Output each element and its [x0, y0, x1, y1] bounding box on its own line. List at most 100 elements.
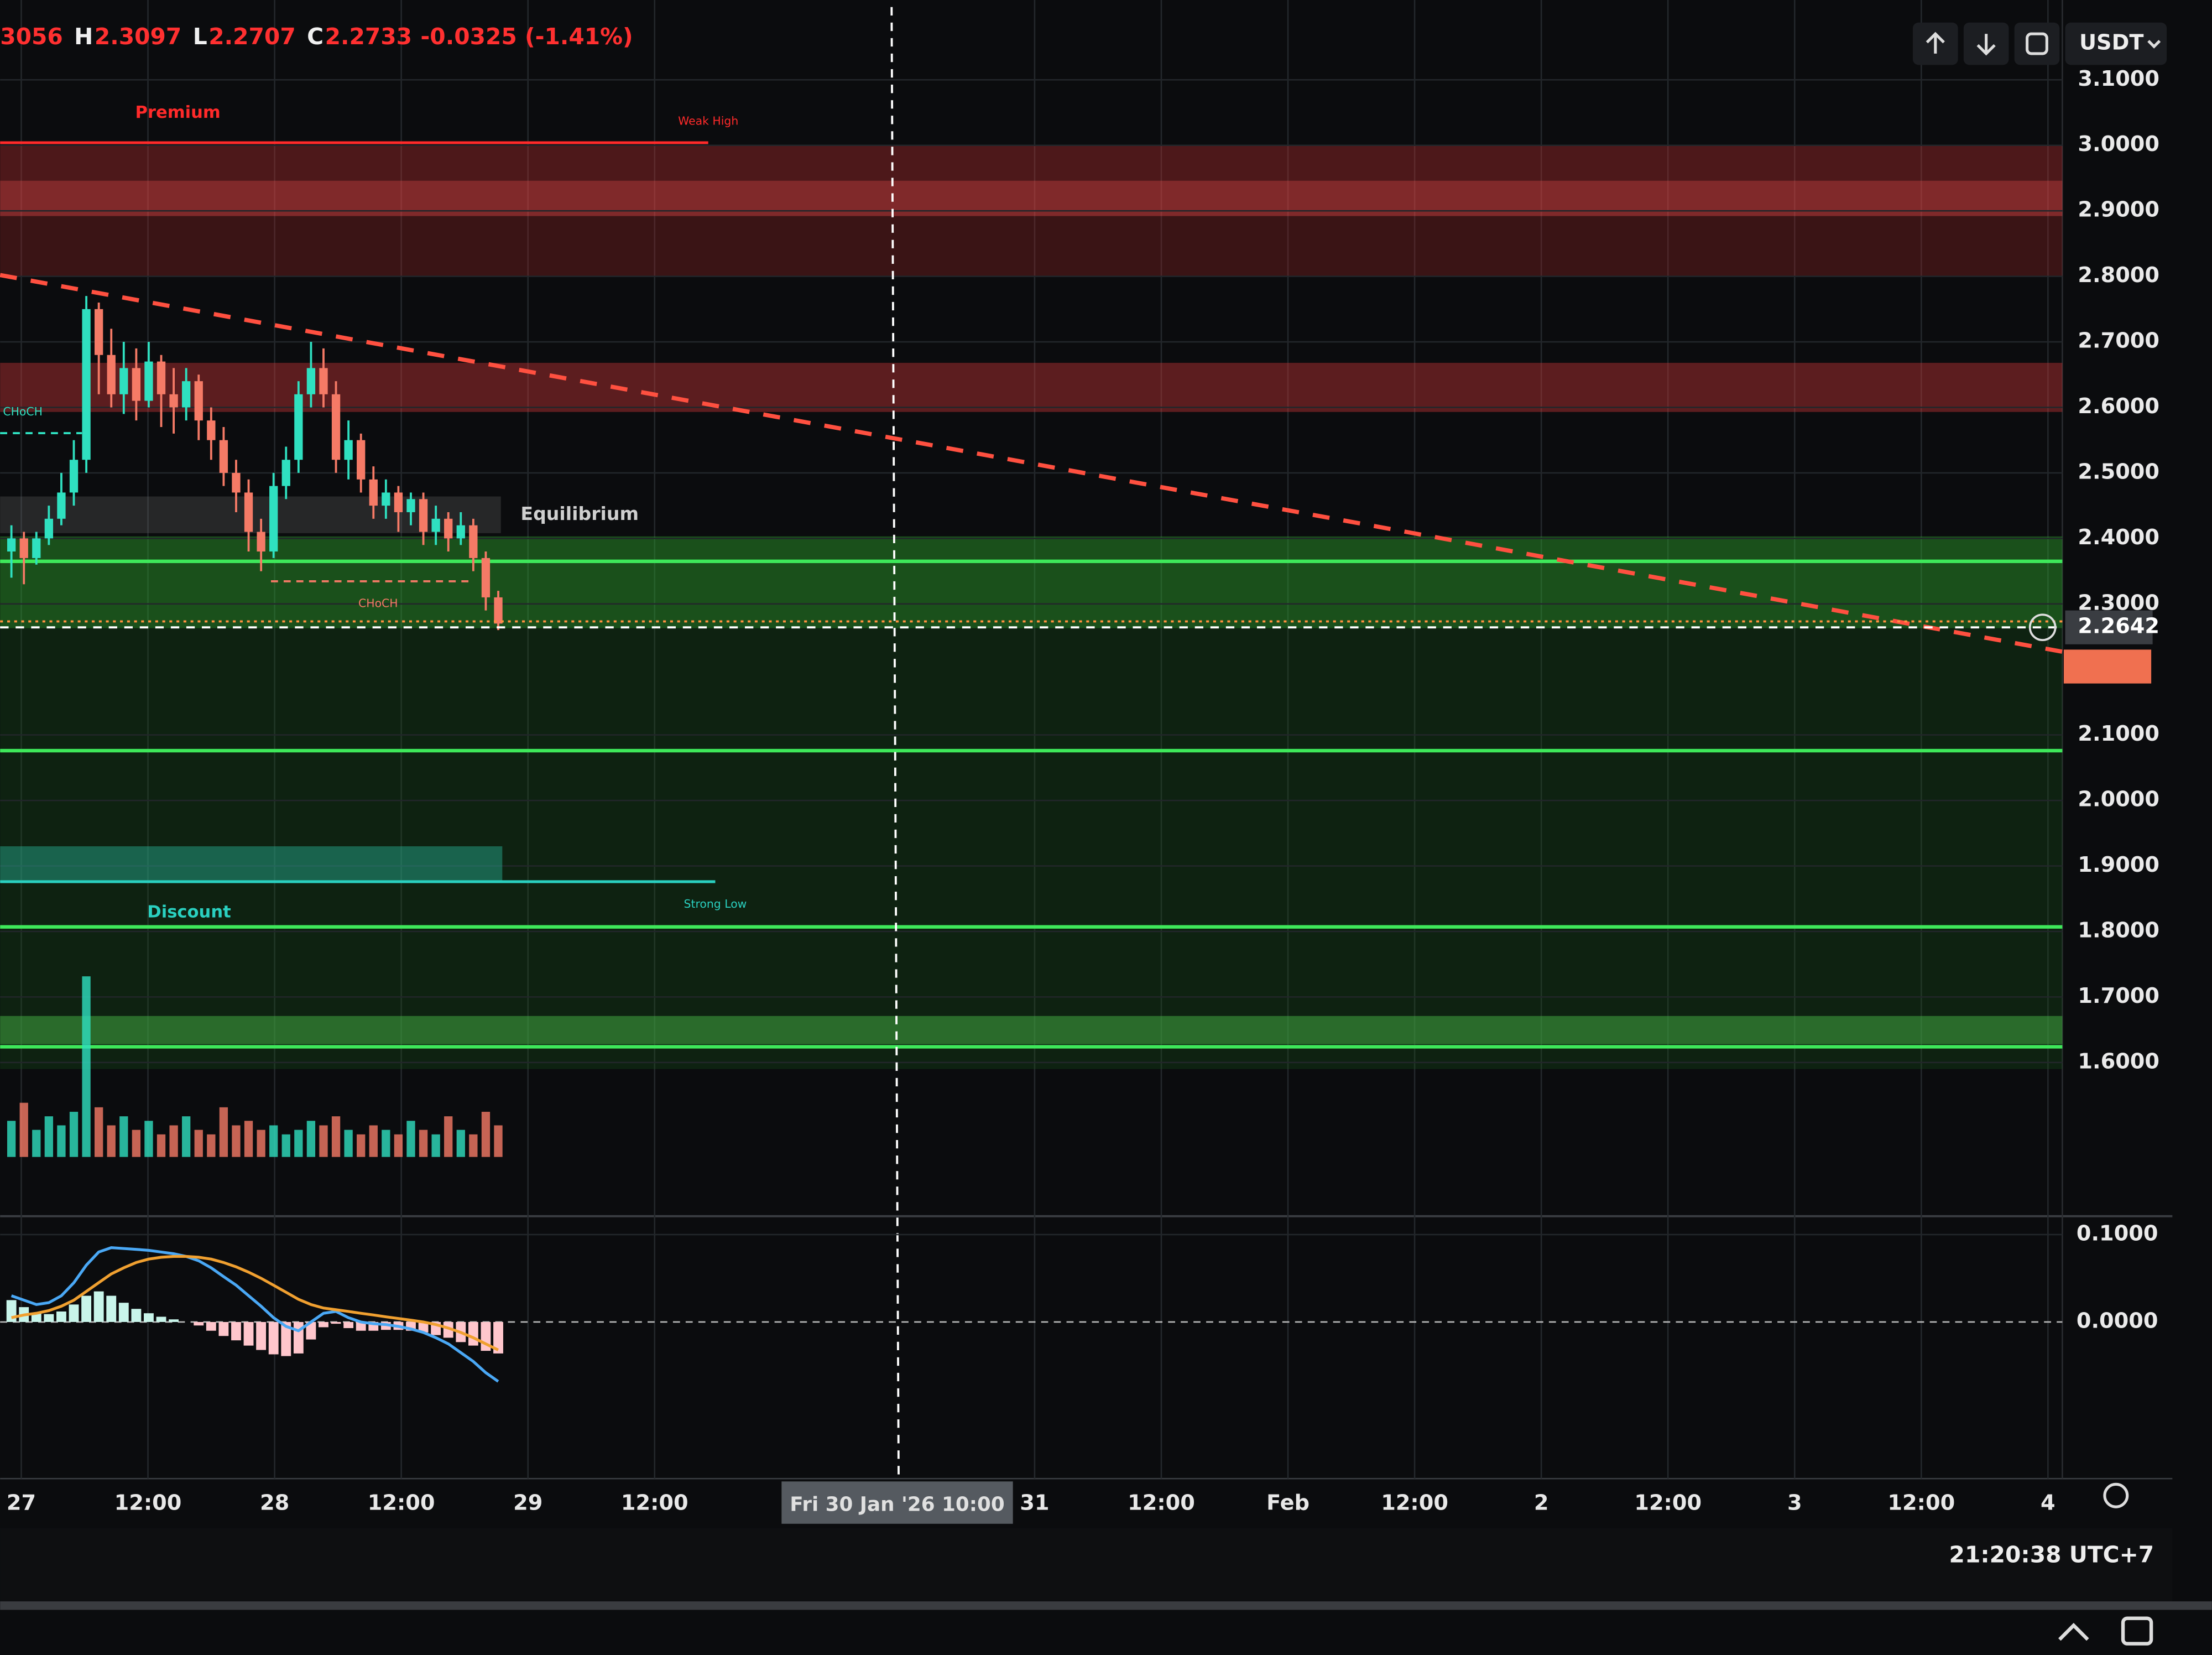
- x-tick-label: 2: [1534, 1491, 1549, 1516]
- crosshair-time: Fri 30 Jan '26 10:00: [790, 1493, 1004, 1516]
- volume-bar: [257, 1130, 265, 1157]
- volume-bar: [281, 1134, 290, 1157]
- currency: USDT: [2079, 30, 2143, 55]
- x-tick-label: 31: [1020, 1491, 1049, 1516]
- volume-bar: [319, 1125, 328, 1157]
- x-tick-label: 12:00: [1128, 1491, 1195, 1516]
- candle-body: [281, 460, 290, 486]
- volume-bar: [382, 1130, 390, 1157]
- candle-body: [306, 368, 316, 394]
- zone: [0, 145, 2063, 181]
- fullscreen-icon[interactable]: [2121, 1616, 2153, 1646]
- chart-layer: 27 12:00 28 12:00 29 12:00 31 12:00 Feb 12:00 2 12:…: [0, 0, 2159, 1524]
- macd-histogram-bar: [93, 1291, 104, 1322]
- volume-bar: [419, 1130, 428, 1157]
- candle-body: [69, 460, 79, 493]
- zone: [0, 216, 2063, 277]
- header-item: 2.2733: [325, 23, 412, 50]
- volume-bar: [269, 1125, 278, 1157]
- volume-bar: [306, 1121, 316, 1157]
- y2-tick-label: 0.0000: [2077, 1308, 2158, 1333]
- y-tick-label: 1.7000: [2078, 983, 2159, 1008]
- macd-histogram-bar: [156, 1316, 166, 1322]
- header-item: 3056: [0, 23, 63, 50]
- volume-bar: [369, 1125, 378, 1157]
- strong-low-label: Strong Low: [684, 897, 747, 910]
- volume-bar: [7, 1121, 16, 1157]
- zone: [0, 536, 2063, 628]
- volume-bar: [119, 1116, 128, 1157]
- y-tick-label: 3.0000: [2078, 132, 2159, 157]
- header-item: 2.2707: [208, 23, 295, 50]
- candle-body: [257, 532, 265, 552]
- trendline: [0, 273, 2063, 654]
- candle-body: [156, 361, 166, 394]
- macd-histogram-bar: [268, 1321, 279, 1355]
- volume-bar: [344, 1130, 353, 1157]
- y-tick-label: 2.5000: [2078, 459, 2159, 484]
- candle-body: [169, 394, 178, 408]
- volume-bar: [357, 1134, 366, 1157]
- down-icon: [1976, 34, 1996, 56]
- macd-line: [11, 1246, 499, 1383]
- macd-histogram-bar: [343, 1321, 354, 1329]
- volume-bar: [194, 1130, 203, 1157]
- macd-histogram-bar: [144, 1313, 154, 1322]
- header-item: C: [307, 23, 324, 50]
- volume-bar: [144, 1121, 153, 1157]
- x-tick-label: 12:00: [368, 1491, 435, 1516]
- candle-body: [95, 309, 103, 355]
- candle-body: [119, 368, 128, 394]
- volume-bar: [207, 1134, 216, 1157]
- volume-bar: [232, 1125, 241, 1157]
- x-tick-label: 29: [513, 1491, 542, 1516]
- currency-button[interactable]: [2065, 22, 2167, 65]
- zone: [0, 362, 2063, 412]
- collapse-icon[interactable]: [2058, 1622, 2089, 1641]
- y2-tick-label: 0.1000: [2077, 1221, 2158, 1246]
- chevron: [2147, 40, 2161, 49]
- x-tick-label: 3: [1787, 1491, 1802, 1516]
- macd-histogram-bar: [231, 1321, 241, 1341]
- header-item: 2.3097: [95, 23, 181, 50]
- volume-bar: [444, 1116, 453, 1157]
- zone: [0, 1016, 2063, 1044]
- x-tick-label: 12:00: [1887, 1491, 1955, 1516]
- x-tick-label: 4: [2041, 1491, 2056, 1516]
- volume-bar: [132, 1130, 141, 1157]
- candle-body: [431, 518, 440, 532]
- signal-line: [11, 1255, 499, 1351]
- volume-bar: [169, 1125, 178, 1157]
- volume-bar: [469, 1134, 478, 1157]
- x-tick-label: 27: [7, 1491, 36, 1516]
- macd-histogram-bar: [81, 1295, 92, 1322]
- equilibrium-label: Equilibrium: [520, 503, 639, 524]
- macd-histogram-bar: [194, 1321, 204, 1326]
- volume-bar: [431, 1134, 440, 1157]
- candle-body: [7, 538, 16, 552]
- clock: 21:20:38 UTC+7: [1949, 1541, 2154, 1568]
- macd-histogram-bar: [106, 1295, 117, 1322]
- macd-histogram-bar: [306, 1321, 316, 1340]
- volume-bar: [406, 1121, 415, 1157]
- candle-body: [232, 472, 241, 493]
- candle-body: [194, 381, 203, 421]
- last-price-tag: [2063, 649, 2152, 684]
- macd-histogram-bar: [331, 1321, 341, 1324]
- candle-body: [82, 309, 91, 460]
- candle-body: [481, 558, 491, 597]
- volume-bar: [331, 1116, 341, 1157]
- candle-body: [344, 440, 353, 460]
- settings-icon[interactable]: [2103, 1482, 2129, 1508]
- candle-body: [419, 499, 428, 532]
- swap-button[interactable]: [2014, 22, 2060, 65]
- header-item: -0.0325 (-1.41%): [420, 23, 633, 50]
- volume-bar: [456, 1130, 465, 1157]
- choch-label: CHoCH: [358, 597, 398, 610]
- volume-bar: [44, 1116, 54, 1157]
- candle-body: [144, 361, 153, 401]
- candle-body: [19, 538, 28, 558]
- macd-histogram-bar: [69, 1304, 79, 1322]
- choch-label: CHoCH: [3, 405, 43, 418]
- volume-bar: [494, 1125, 503, 1157]
